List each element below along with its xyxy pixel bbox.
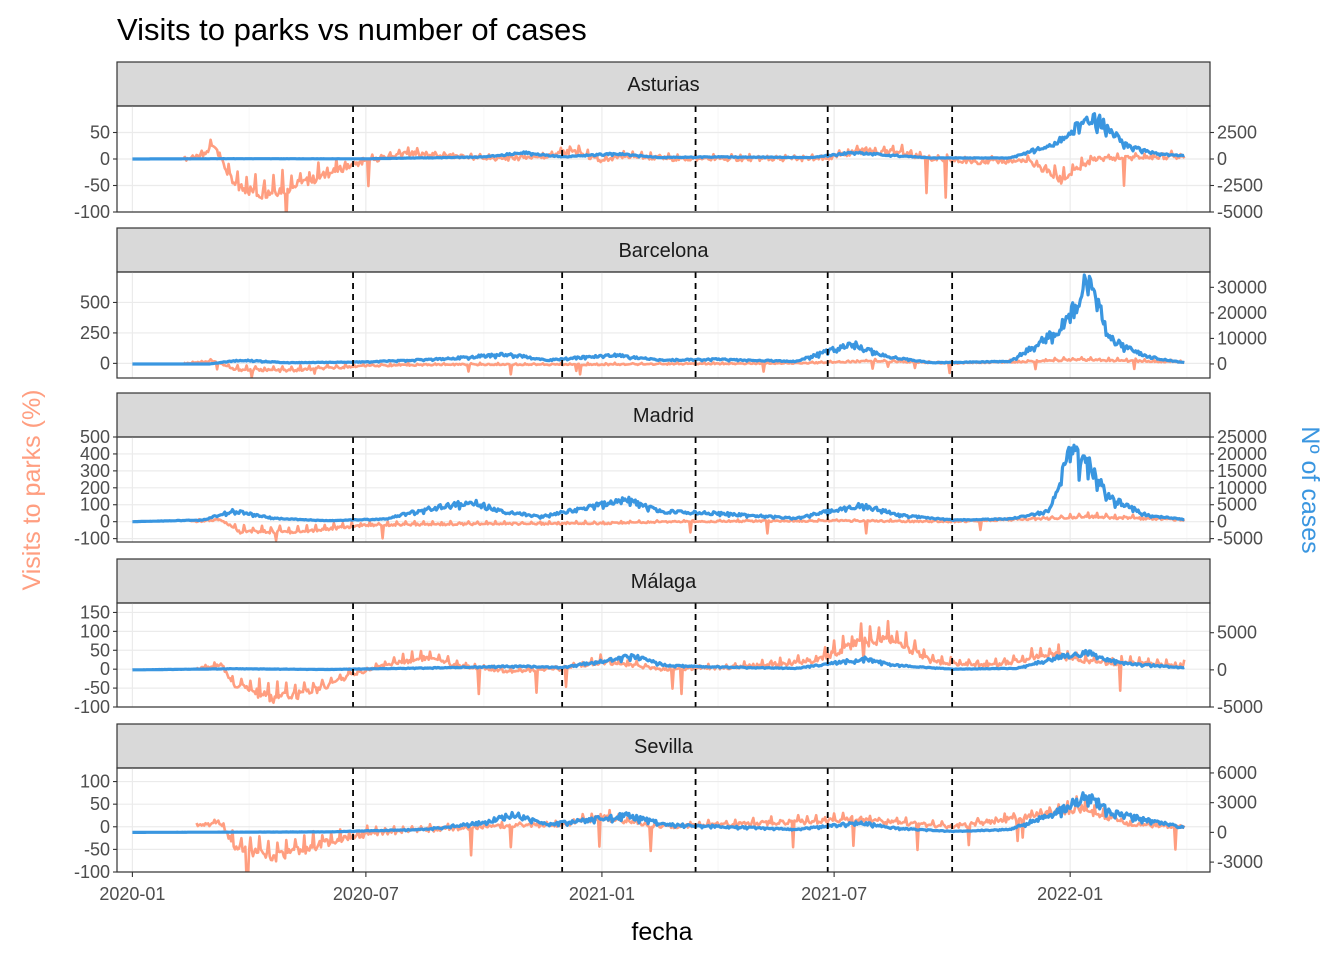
facet-strip: [116, 61, 1211, 107]
left-tick-label: 50: [90, 640, 110, 660]
facet-strip-label: Málaga: [631, 571, 697, 593]
right-tick-label: 20000: [1217, 303, 1267, 323]
left-tick-label: -100: [74, 862, 110, 882]
facet-strip-label: Asturias: [627, 74, 699, 96]
left-axis-title: Visits to parks (%): [18, 390, 46, 591]
right-tick-label: -5000: [1217, 202, 1263, 222]
panel-1: Barcelona 500 250 0 30000 20000 10000 0: [80, 227, 1267, 379]
right-tick-label: 0: [1217, 822, 1227, 842]
left-tick-label: 500: [80, 427, 110, 447]
left-tick-label: -100: [74, 529, 110, 549]
left-tick-label: -100: [74, 697, 110, 717]
panel-border: [116, 602, 1211, 708]
left-tick-label: 100: [80, 772, 110, 792]
left-tick-label: 300: [80, 461, 110, 481]
right-tick-label: -3000: [1217, 852, 1263, 872]
x-tick-label: 2020-01: [99, 884, 165, 904]
right-tick-label: 5000: [1217, 623, 1257, 643]
panel-border: [116, 767, 1211, 873]
visits-line: [182, 356, 1185, 378]
left-tick-label: 400: [80, 444, 110, 464]
panels: Asturias500-50-10025000-2500-5000Barcelo…: [74, 61, 1267, 882]
right-tick-label: 0: [1217, 512, 1227, 532]
facet-strip: [116, 723, 1211, 769]
x-tick-label: 2021-01: [569, 884, 635, 904]
right-tick-label: -2500: [1217, 176, 1263, 196]
right-tick-label: 10000: [1217, 328, 1267, 348]
facet-strip-label: Madrid: [633, 405, 694, 427]
left-tick-label: 150: [80, 602, 110, 622]
left-tick-label: 0: [100, 353, 110, 373]
right-tick-label: 5000: [1217, 495, 1257, 515]
visits-line: [195, 795, 1186, 872]
right-tick-label: -5000: [1217, 697, 1263, 717]
right-tick-label: 6000: [1217, 763, 1257, 783]
left-tick-label: -100: [74, 202, 110, 222]
right-tick-label: 15000: [1217, 461, 1267, 481]
right-tick-label: 0: [1217, 149, 1227, 169]
left-tick-label: -50: [84, 678, 110, 698]
right-tick-label: 20000: [1217, 444, 1267, 464]
panel-border: [116, 436, 1211, 543]
facet-strip: [116, 227, 1211, 273]
facet-strip: [116, 558, 1211, 604]
left-tick-label: 100: [80, 495, 110, 515]
panel-grid: [117, 768, 1210, 873]
panel-0: Asturias 50 0 -50 -100 2500 0 -2500 -5000: [74, 61, 1263, 222]
left-tick-label: -50: [84, 839, 110, 859]
right-tick-label: -5000: [1217, 529, 1263, 549]
left-tick-label: 0: [100, 659, 110, 679]
left-tick-label: 0: [100, 512, 110, 532]
right-tick-label: 0: [1217, 354, 1227, 374]
left-tick-label: 200: [80, 478, 110, 498]
cases-line: [132, 791, 1185, 834]
left-tick-label: -50: [84, 176, 110, 196]
facet-strip: [116, 392, 1211, 438]
left-tick-label: 100: [80, 621, 110, 641]
right-tick-label: 30000: [1217, 277, 1267, 297]
left-tick-label: 500: [80, 292, 110, 312]
right-tick-label: 25000: [1217, 427, 1267, 447]
cases-line: [132, 112, 1185, 161]
x-axis-title: fecha: [631, 918, 692, 946]
cases-line: [132, 443, 1185, 524]
facet-strip-label: Sevilla: [634, 736, 694, 758]
panel-border: [116, 271, 1211, 379]
x-tick-label: 2022-01: [1037, 884, 1103, 904]
right-tick-label: 3000: [1217, 793, 1257, 813]
x-tick-label: 2020-07: [333, 884, 399, 904]
right-axis-title: Nº of cases: [1296, 426, 1324, 553]
left-tick-label: 50: [90, 794, 110, 814]
right-tick-label: 2500: [1217, 123, 1257, 143]
cases-line: [132, 273, 1185, 366]
left-tick-label: 0: [100, 149, 110, 169]
left-tick-label: 0: [100, 817, 110, 837]
facet-strip-label: Barcelona: [618, 240, 709, 262]
chart-title: Visits to parks vs number of cases: [117, 12, 587, 47]
visits-line: [189, 511, 1186, 542]
x-axis: 2020-01 2020-07 2021-01 2021-07 2022-01: [99, 872, 1103, 904]
cases-line: [132, 648, 1185, 672]
right-tick-label: 0: [1217, 660, 1227, 680]
right-tick-label: 10000: [1217, 478, 1267, 498]
left-tick-label: 250: [80, 323, 110, 343]
x-tick-label: 2021-07: [801, 884, 867, 904]
left-tick-label: 50: [90, 123, 110, 143]
panel-2: Madrid5004003002001000-10025000200001500…: [74, 392, 1267, 549]
